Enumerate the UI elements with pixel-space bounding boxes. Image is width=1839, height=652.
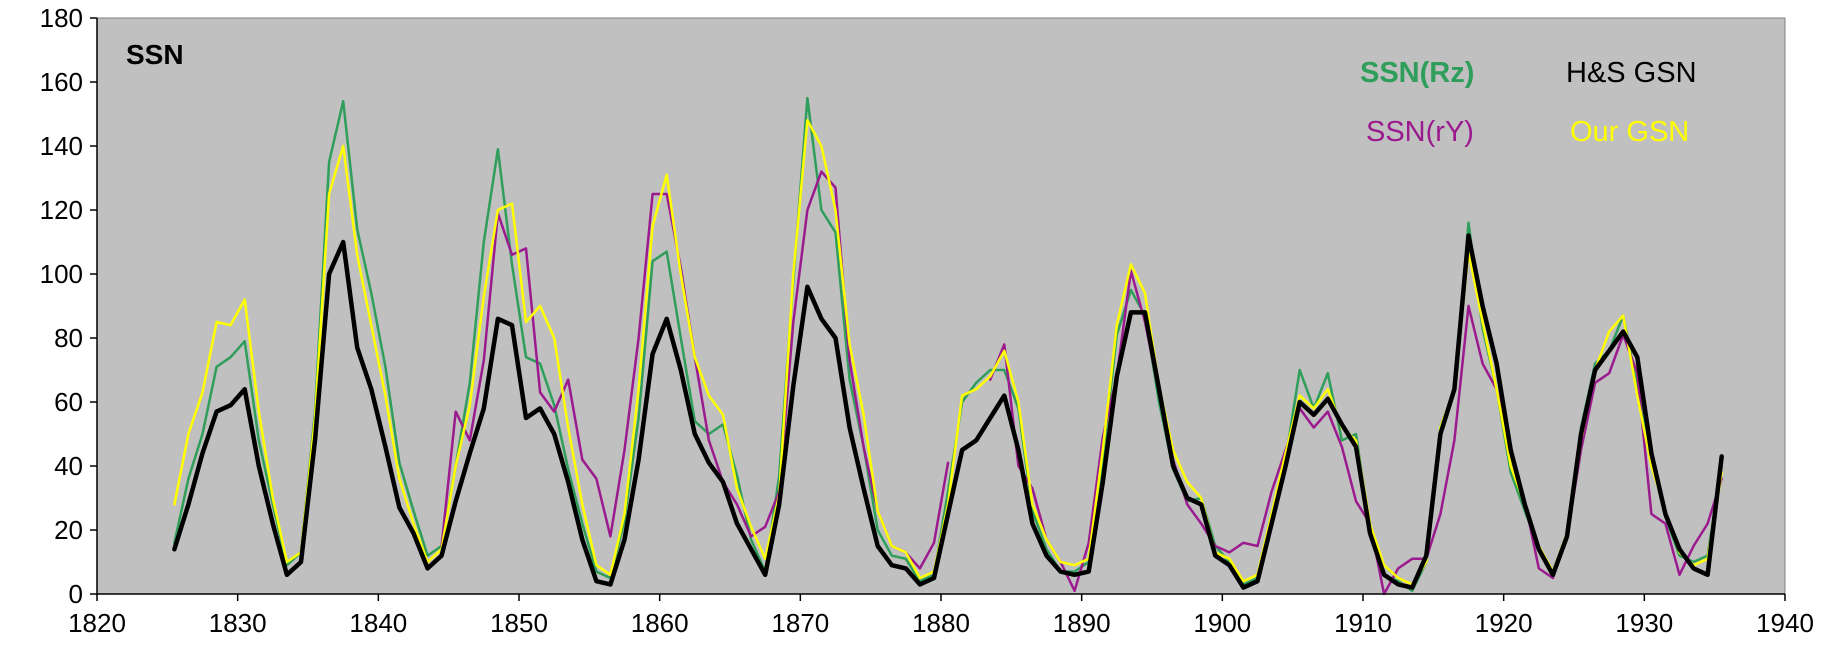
legend-entry: H&S GSN	[1566, 57, 1697, 89]
x-tick-label: 1860	[631, 608, 689, 638]
y-tick-label: 120	[40, 195, 83, 225]
y-tick-label: 160	[40, 67, 83, 97]
legend-entry: SSN(rY)	[1366, 116, 1474, 148]
x-tick-label: 1830	[209, 608, 267, 638]
y-tick-label: 0	[69, 579, 83, 609]
axes	[90, 17, 1786, 601]
tick-labels: 1820 1830 1840 1850 1860 1870 1880 1890 1900 1910…	[40, 3, 1814, 638]
series-line-h-s-gsn	[172, 233, 1724, 590]
x-tick-label: 1850	[490, 608, 548, 638]
x-tick-label: 1820	[68, 608, 126, 638]
y-tick-label: 20	[54, 515, 83, 545]
x-tick-label: 1930	[1615, 608, 1673, 638]
y-tick-label: 60	[54, 387, 83, 417]
y-tick-label: 140	[40, 131, 83, 161]
series-layer	[172, 96, 1724, 596]
y-tick-label: 100	[40, 259, 83, 289]
x-tick-label: 1840	[349, 608, 407, 638]
y-tick-label: 40	[54, 451, 83, 481]
panel-label: SSN	[126, 39, 184, 70]
x-tick-label: 1910	[1334, 608, 1392, 638]
y-tick-label: 180	[40, 3, 83, 33]
legend: SSN(Rz) H&S GSN SSN(rY) Our GSN	[1360, 57, 1697, 148]
x-tick-label: 1920	[1475, 608, 1533, 638]
x-tick-label: 1870	[771, 608, 829, 638]
x-tick-label: 1880	[912, 608, 970, 638]
x-tick-label: 1900	[1193, 608, 1251, 638]
y-tick-label: 80	[54, 323, 83, 353]
x-tick-label: 1940	[1756, 608, 1814, 638]
x-tick-label: 1890	[1053, 608, 1111, 638]
legend-entry: SSN(Rz)	[1360, 57, 1474, 89]
legend-entry: Our GSN	[1570, 116, 1689, 148]
